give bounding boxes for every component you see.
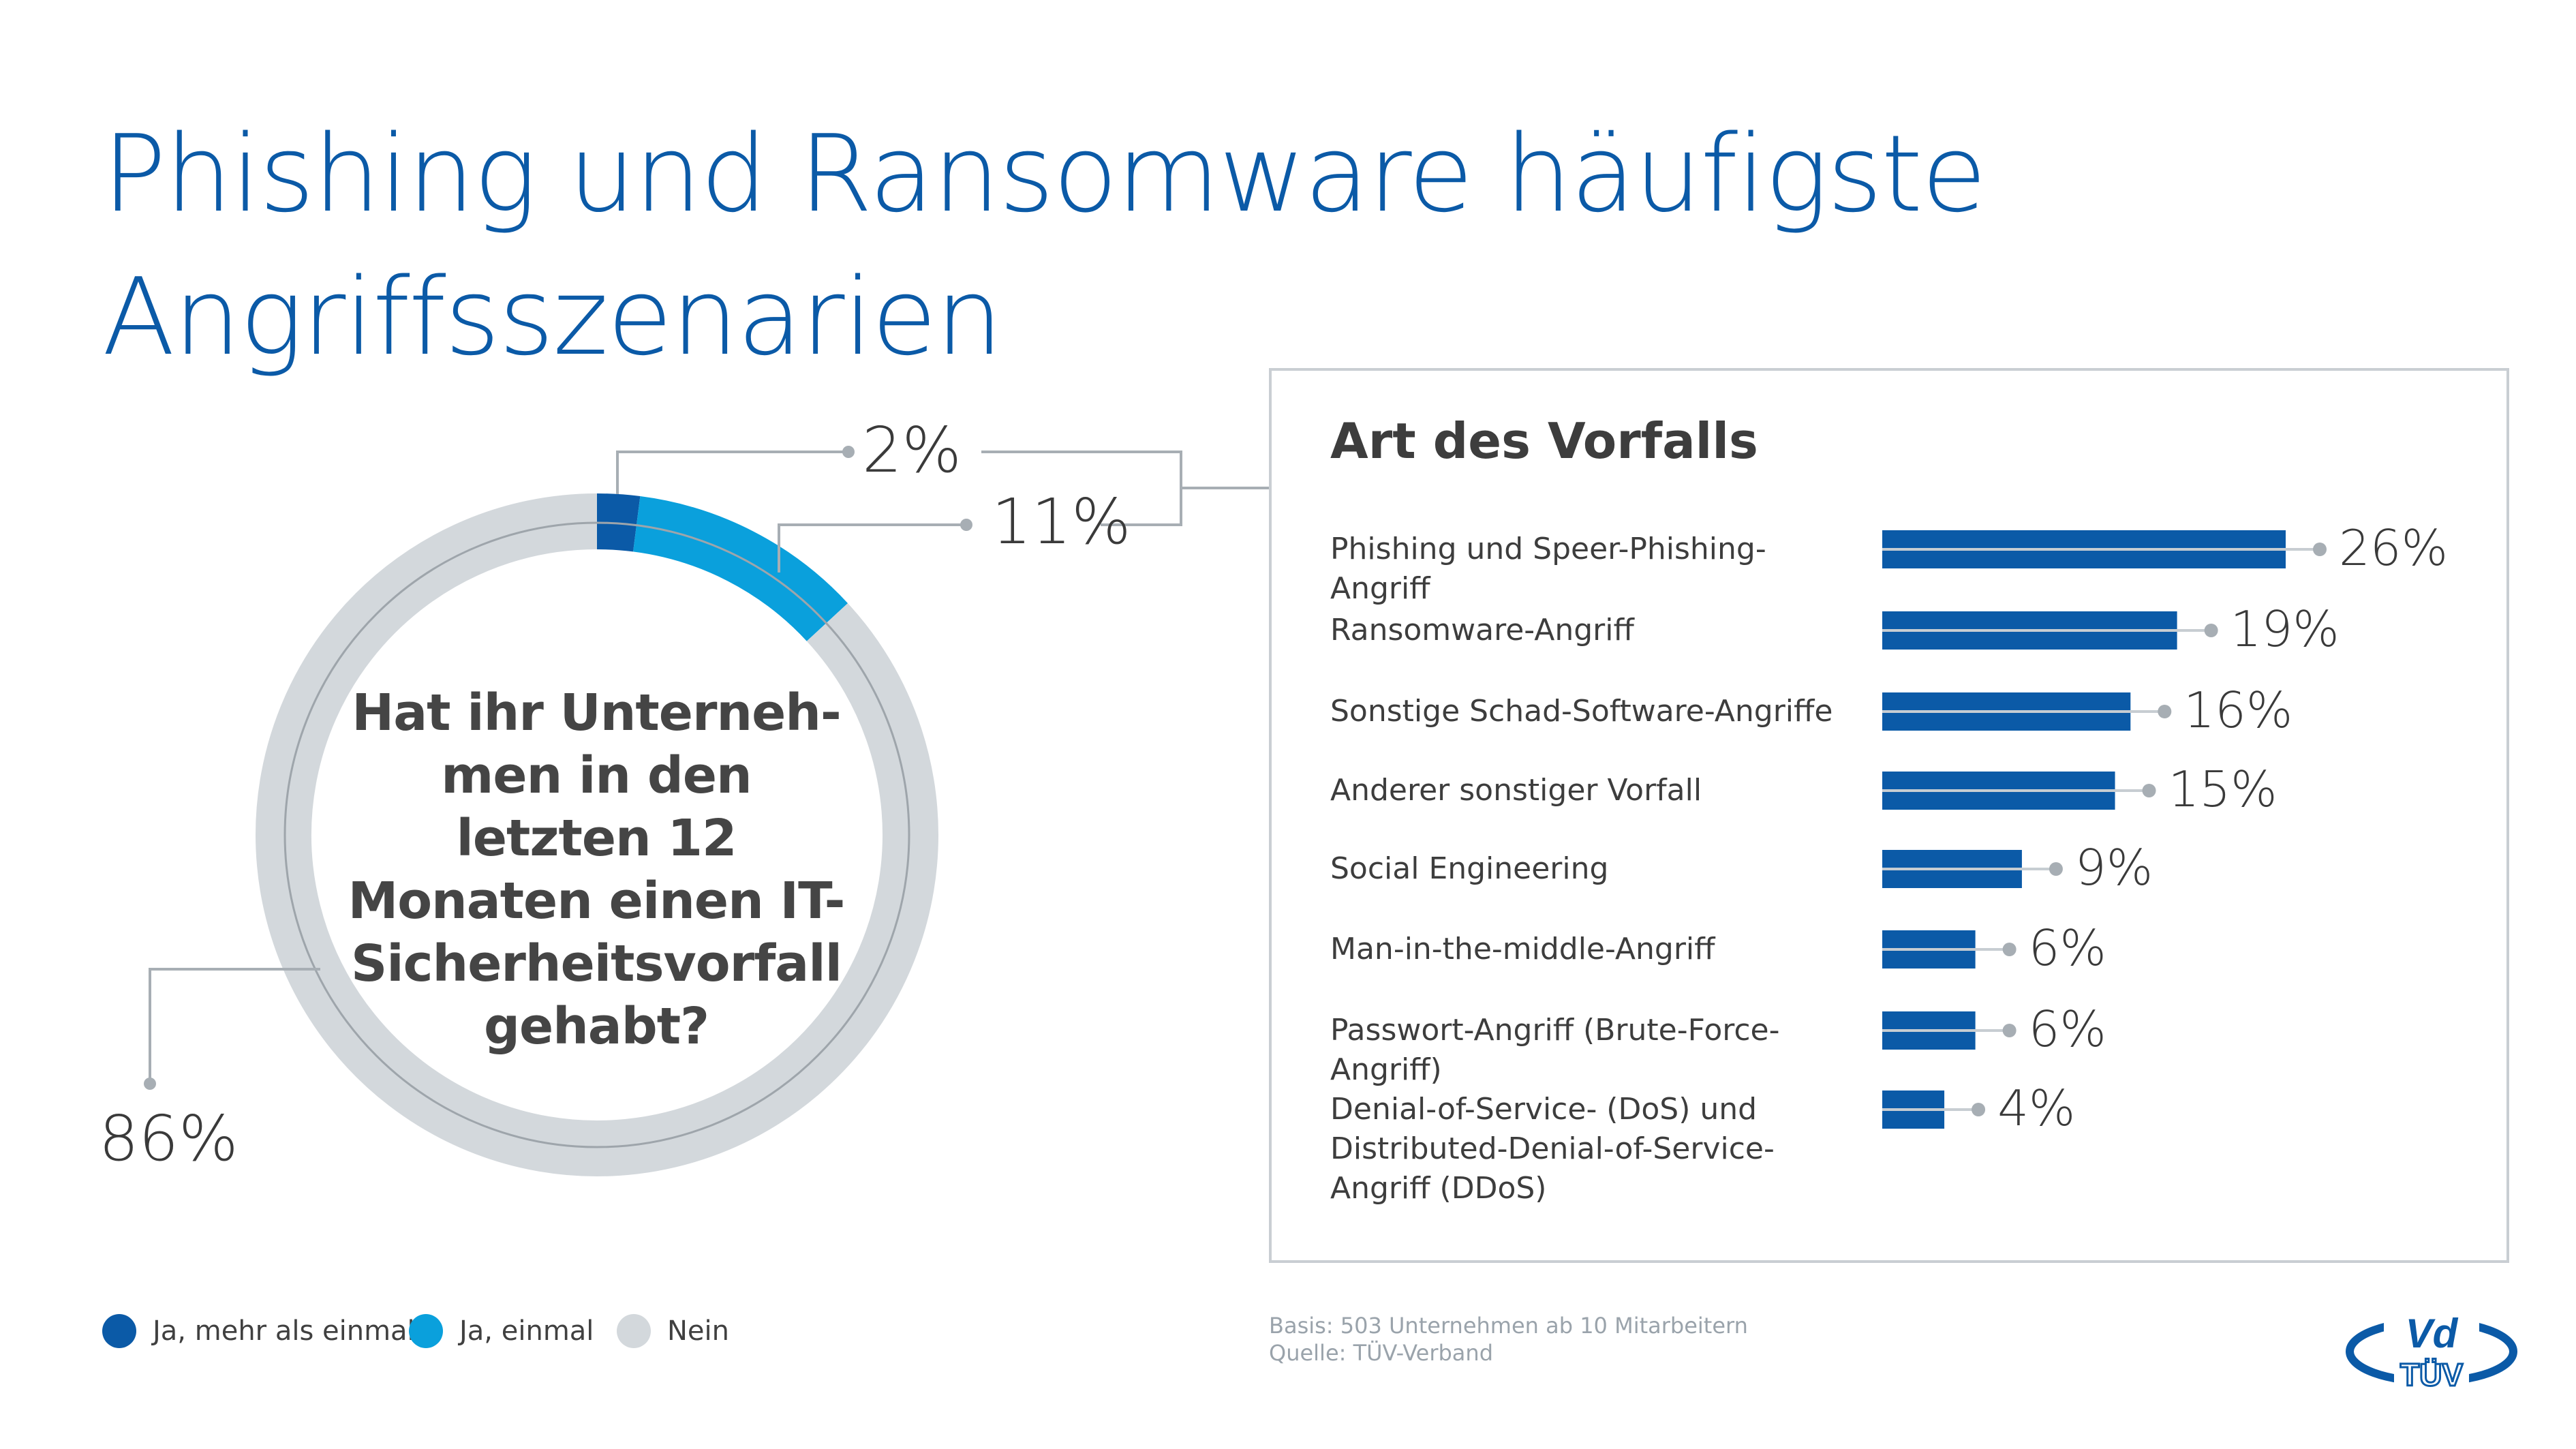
page-title: Phishing und Ransomware häufigste Angrif… [102,102,2010,388]
bar-lead-dot-3 [2142,784,2156,797]
donut-label-einmal: 11% [992,485,1131,558]
bar-lead-dot-1 [2204,624,2218,637]
legend-label: Ja, mehr als einmal [153,1315,415,1347]
bar-value-7: 4% [1997,1080,2076,1137]
legend-label: Nein [667,1315,729,1347]
bar-lead-dot-7 [1972,1103,1986,1116]
legend-item-mehr-als-einmal: Ja, mehr als einmal [102,1314,415,1348]
leader-dot-2pct [842,446,855,458]
legend-dot-icon [409,1314,443,1348]
bar-lead-dot-5 [2002,943,2017,956]
leader-line-2pct [616,451,848,494]
bar-label-5: Man-in-the-middle-Angriff [1330,932,1715,966]
source-note: Quelle: TÜV-Verband [1269,1340,1493,1366]
leader-line-86pct [149,968,320,1084]
basis-note: Basis: 503 Unternehmen ab 10 Mitarbeiter… [1269,1313,1748,1339]
incident-type-panel [1269,368,2509,1263]
bar-label-4: Social Engineering [1330,851,1609,886]
bar-label-1: Ransomware-Angriff [1330,613,1634,647]
vdtuev-logo-icon: Vd TÜV [2346,1311,2517,1394]
bar-value-5: 6% [2028,919,2106,977]
leader-dot-11pct [960,519,972,531]
legend-dot-icon [617,1314,651,1348]
bar-label-7: Denial-of-Service- (DoS) und Distributed… [1330,1092,1775,1206]
leader-dot-86pct [144,1078,156,1090]
panel-title: Art des Vorfalls [1330,412,1758,470]
svg-text:Vd: Vd [2406,1311,2459,1356]
leader-line-11pct [778,523,966,573]
bar-lead-dot-0 [2313,543,2327,556]
bar-value-4: 9% [2074,839,2153,896]
donut-inner-ring [283,521,910,1148]
legend-item-einmal: Ja, einmal [409,1314,594,1348]
donut-label-mehr-als-einmal: 2% [862,414,962,487]
bar-lead-dot-2 [2158,705,2172,718]
bar-value-1: 19% [2230,600,2340,658]
legend-label: Ja, einmal [459,1315,594,1347]
legend-item-nein: Nein [617,1314,729,1348]
bar-lead-dot-6 [2002,1024,2017,1037]
bar-value-2: 16% [2183,682,2293,739]
svg-text:TÜV: TÜV [2400,1357,2463,1392]
bar-lead-dot-4 [2049,862,2063,876]
legend-dot-icon [102,1314,136,1348]
bar-value-0: 26% [2339,519,2449,577]
bar-label-0: Phishing und Speer-Phishing-Angriff [1330,532,1766,606]
bar-value-6: 6% [2028,1001,2106,1058]
bar-value-3: 15% [2168,761,2278,818]
donut-question: Hat ihr Unterneh- men in den letzten 12 … [348,684,846,1056]
bar-label-6: Passwort-Angriff (Brute-Force-Angriff) [1330,1013,1780,1087]
title-line-1: Phishing und Ransomware häufigste [102,112,1987,236]
bar-label-2: Sonstige Schad-Software-Angriffe [1330,694,1833,729]
donut-segment-1 [632,496,848,642]
donut-label-nein: 86% [99,1102,239,1175]
bar-label-3: Anderer sonstiger Vorfall [1330,773,1702,808]
donut-segment-0 [596,493,641,552]
donut-segment-2 [256,493,938,1176]
title-line-2: Angriffsszenarien [102,255,1003,379]
